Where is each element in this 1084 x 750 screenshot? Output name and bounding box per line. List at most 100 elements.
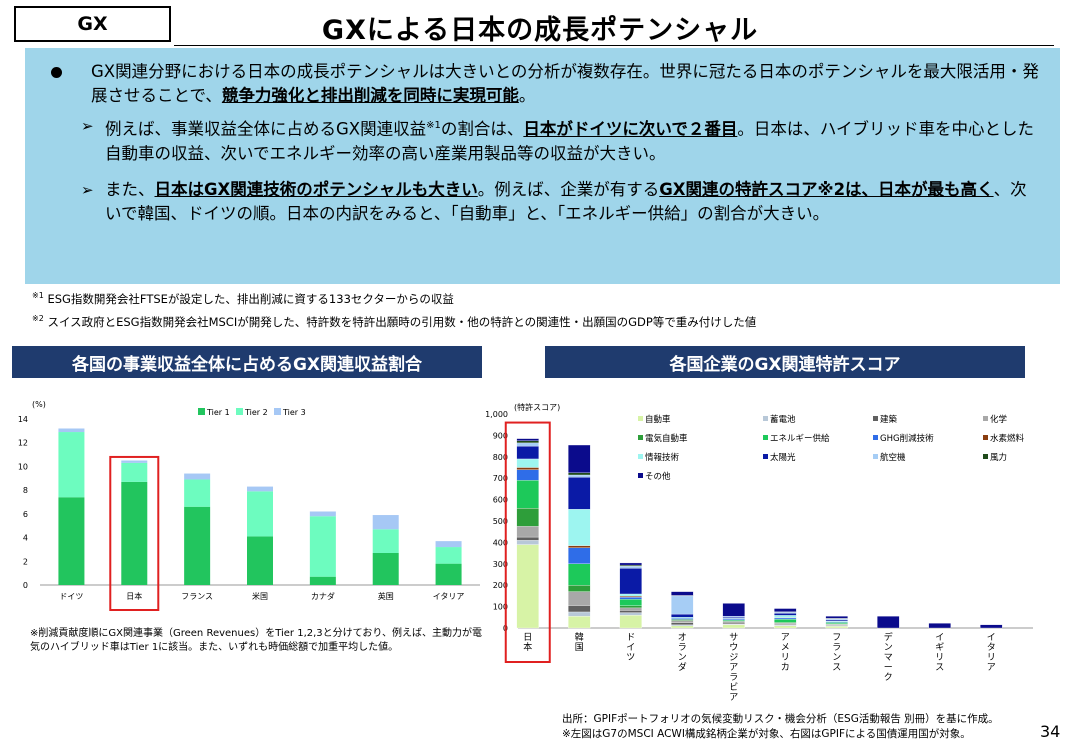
bar-segment bbox=[671, 624, 694, 627]
summary-bullet: GX関連分野における日本の成長ポテンシャルは大きいとの分析が複数存在。世界に冠た… bbox=[47, 60, 1040, 108]
page-title: GXによる日本の成長ポテンシャル bbox=[321, 15, 759, 46]
sub2-text-end: 、次いで韓国、ドイツの順。日本の内訳をみると、「自動車」と、「エネルギー供給」の… bbox=[105, 179, 1027, 223]
bar-segment bbox=[184, 506, 211, 585]
bar-segment bbox=[722, 624, 745, 629]
footnote-1-mark: ※1 bbox=[32, 291, 44, 301]
legend-swatch bbox=[638, 454, 643, 459]
highlight-box bbox=[109, 455, 160, 611]
y-tick-label: 400 bbox=[493, 538, 508, 547]
bar-segment bbox=[184, 473, 211, 480]
bullet-text: GX関連分野における日本の成長ポテンシャルは大きいとの分析が複数存在。世界に冠た… bbox=[91, 62, 1039, 105]
legend-label: 自動車 bbox=[645, 414, 671, 425]
x-tick-label: 英国 bbox=[378, 591, 394, 601]
y-tick-label: 6 bbox=[23, 510, 28, 519]
bar-segment bbox=[58, 428, 85, 433]
bar-segment bbox=[774, 612, 797, 614]
x-tick-label: イタリア bbox=[433, 592, 465, 601]
bar-segment bbox=[671, 613, 694, 618]
bar-segment bbox=[568, 591, 591, 606]
bar-segment bbox=[722, 619, 745, 622]
bar-segment bbox=[671, 618, 694, 620]
bar-segment bbox=[928, 623, 951, 629]
y-tick-label: 8 bbox=[23, 486, 28, 495]
right-chart-header: 各国企業のGX関連特許スコア bbox=[545, 346, 1025, 378]
legend-swatch bbox=[983, 416, 988, 421]
legend-swatch bbox=[274, 408, 281, 415]
source-line-1: 出所：GPIFポートフォリオの気候変動リスク・機会分析（ESG活動報告 別冊）を… bbox=[562, 713, 999, 725]
y-tick-label: 0 bbox=[23, 581, 28, 590]
bar-segment bbox=[619, 562, 642, 566]
x-tick-label: サウジアラビア bbox=[729, 632, 738, 703]
bar-segment bbox=[435, 547, 462, 564]
bar-segment bbox=[774, 622, 797, 625]
bar-segment bbox=[568, 476, 591, 510]
x-tick-label: 日本 bbox=[126, 591, 142, 601]
bar-segment bbox=[619, 566, 642, 569]
bar-segment bbox=[980, 624, 1003, 629]
source-line-2: ※左図はG7のMSCI ACWI構成銘柄企業が対象、右図はGPIFによる国債運用… bbox=[562, 728, 971, 740]
bar-segment bbox=[516, 480, 539, 509]
sub1-text: 例えば、事業収益全体に占めるGX関連収益 bbox=[105, 119, 427, 139]
footnote-1: ※1 ESG指数開発会社FTSEが設定した、排出削減に資する133セクターからの… bbox=[32, 291, 454, 307]
summary-sub-bullet-2: ➢ また、日本はGX関連技術のポテンシャルも大きい。例えば、企業が有するGX関連… bbox=[47, 178, 1040, 226]
bar-segment bbox=[516, 440, 539, 444]
bar-segment bbox=[671, 617, 694, 619]
bar-segment bbox=[516, 526, 539, 538]
bar-segment bbox=[774, 613, 797, 616]
legend-swatch bbox=[236, 408, 243, 415]
bar-segment bbox=[516, 442, 539, 447]
x-tick-label: アメリカ bbox=[781, 633, 790, 673]
bar-segment bbox=[516, 445, 539, 460]
bar-segment bbox=[619, 607, 642, 611]
bar-segment bbox=[825, 618, 848, 621]
y-tick-label: 1,000 bbox=[485, 410, 508, 419]
legend-label: その他 bbox=[645, 471, 671, 482]
x-tick-label: カナダ bbox=[311, 591, 335, 601]
bar-segment bbox=[372, 515, 399, 530]
left-chart-header: 各国の事業収益全体に占めるGX関連収益割合 bbox=[12, 346, 482, 378]
bar-segment bbox=[58, 432, 85, 498]
legend-label: 水素燃料 bbox=[990, 433, 1025, 444]
bar-segment bbox=[568, 474, 591, 478]
bar-segment bbox=[619, 615, 642, 629]
legend-label: Tier 1 bbox=[206, 408, 230, 417]
bar-segment bbox=[774, 619, 797, 623]
footnote-2: ※2 スイス政府とESG指数開発会社MSCIが開発した、特許数を特許出願時の引用… bbox=[32, 314, 756, 330]
bar-segment bbox=[774, 615, 797, 618]
bar-segment bbox=[568, 547, 591, 564]
x-tick-label: フランス bbox=[181, 592, 213, 601]
legend-label: 化学 bbox=[990, 414, 1008, 425]
bar-segment bbox=[121, 460, 148, 463]
bar-segment bbox=[722, 603, 745, 617]
legend-swatch bbox=[198, 408, 205, 415]
sub1-text-mid: の割合は、 bbox=[440, 119, 524, 139]
legend-label: エネルギー供給 bbox=[770, 433, 830, 444]
sub1-text-end: 。日本は、ハイブリッド車を中心とした自動車の収益、次いでエネルギー効率の高い産業… bbox=[105, 119, 1035, 163]
bar-segment bbox=[121, 481, 148, 585]
bullet-text-end: 。 bbox=[518, 86, 536, 105]
bar-segment bbox=[516, 540, 539, 545]
bar-segment bbox=[619, 595, 642, 598]
bar-segment bbox=[671, 591, 694, 596]
bar-segment bbox=[247, 486, 273, 492]
legend-label: 蓄電池 bbox=[770, 414, 796, 425]
bar-segment bbox=[568, 605, 591, 613]
bar-segment bbox=[774, 617, 797, 620]
page-number: 34 bbox=[1040, 722, 1061, 741]
bar-segment bbox=[619, 612, 642, 616]
bar-segment bbox=[372, 529, 399, 553]
legend-swatch bbox=[983, 454, 988, 459]
bar-segment bbox=[516, 438, 539, 441]
sub2-emphasis-2: GX関連の特許スコア※2は、日本が最も高く bbox=[659, 179, 994, 199]
legend-label: GHG削減技術 bbox=[880, 433, 934, 444]
bar-segment bbox=[516, 508, 539, 527]
bar-segment bbox=[722, 621, 745, 624]
x-tick-label: 韓国 bbox=[575, 632, 584, 653]
summary-sub-bullet-1: ➢ 例えば、事業収益全体に占めるGX関連収益※1の割合は、日本がドイツに次いで２… bbox=[47, 114, 1040, 166]
bar-segment bbox=[671, 625, 694, 629]
bar-segment bbox=[568, 585, 591, 592]
bullet-emphasis: 競争力強化と排出削減を同時に実現可能 bbox=[221, 86, 519, 105]
bar-segment bbox=[516, 544, 539, 629]
y-tick-label: 12 bbox=[18, 439, 28, 448]
y-axis-unit: (特許スコア) bbox=[514, 402, 560, 412]
